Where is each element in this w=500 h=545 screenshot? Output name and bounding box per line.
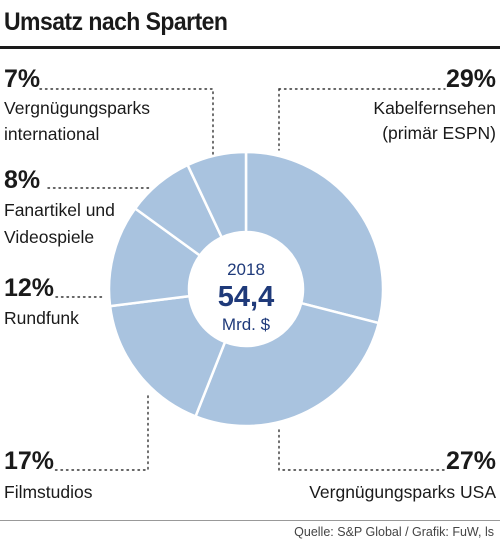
slice-name-label-4-1: Videospiele	[4, 227, 94, 247]
slice-name-label-5-0: Vergnügungsparks	[4, 98, 150, 118]
slice-percent-label-2: 17%	[4, 447, 54, 475]
slice-name-label-0-1: (primär ESPN)	[382, 123, 496, 143]
source-rule	[0, 520, 500, 521]
chart-title: Umsatz nach Sparten	[4, 8, 228, 36]
donut-chart: 29% Kabelfernsehen (primär ESPN) 27% Vergnüg…	[4, 65, 496, 502]
slice-name-label-0-0: Kabelfernsehen	[373, 98, 496, 118]
leader-line-3	[54, 395, 149, 471]
donut-slice-5	[186, 150, 248, 240]
title-rule	[0, 46, 500, 49]
donut-slice-1	[193, 301, 381, 428]
center-year: 2018	[227, 260, 265, 279]
slice-percent-label-3: 12%	[4, 274, 54, 302]
center-unit: Mrd. $	[222, 315, 271, 334]
slice-percent-label-0: 29%	[446, 65, 496, 93]
slice-name-label-1-0: Vergnügungsparks USA	[309, 482, 496, 502]
source-credit: Quelle: S&P Global / Grafik: FuW, ls	[294, 525, 494, 539]
slice-percent-label-5: 7%	[4, 65, 40, 93]
slice-percent-label-4: 8%	[4, 166, 40, 194]
donut-slice-2	[108, 294, 227, 419]
slice-name-label-5-1: international	[4, 124, 99, 144]
slice-name-label-4-0: Fanartikel und	[4, 200, 115, 220]
slice-name-label-3-0: Rundfunk	[4, 308, 79, 328]
center-total-value: 54,4	[218, 281, 274, 313]
leader-line-2	[278, 429, 449, 471]
donut-slice-0	[244, 150, 385, 325]
slice-percent-label-1: 27%	[446, 447, 496, 475]
slice-name-label-2-0: Filmstudios	[4, 482, 93, 502]
